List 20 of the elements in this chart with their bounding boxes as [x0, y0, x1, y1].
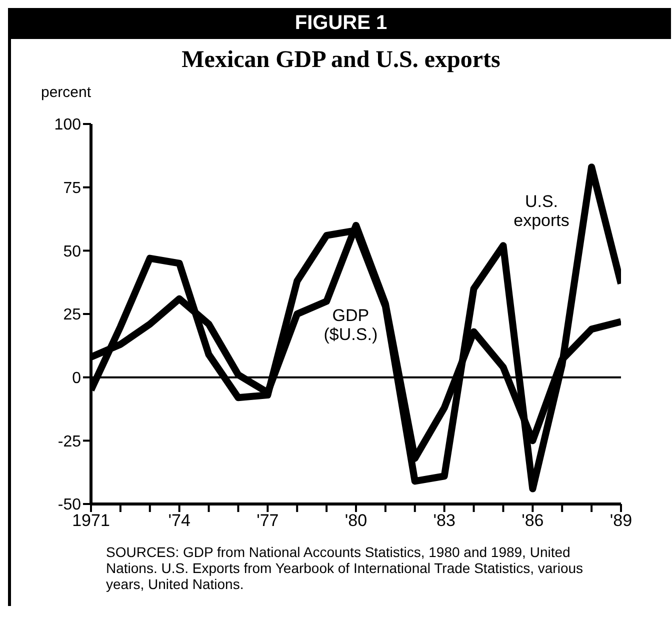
y-tick-label: 0 — [72, 370, 82, 388]
y-tick-label: 25 — [63, 306, 82, 324]
source-note: SOURCES: GDP from National Accounts Statistics, 1980 and 1989, United Nations. U.S. Exports from Yearbook of International Trade Statistics, various years, United Nations. — [106, 544, 584, 592]
x-tick-label: '74 — [168, 511, 190, 530]
x-tick-label: '86 — [522, 511, 544, 530]
series-label: U.S. exports — [512, 192, 570, 230]
chart-subtitle: Mexican GDP and U.S. exports — [180, 47, 502, 74]
y-tick-label: 100 — [54, 116, 82, 134]
y-axis-title: percent — [41, 84, 92, 101]
y-tick-label: -25 — [58, 433, 82, 450]
y-tick-label: 75 — [63, 180, 82, 198]
y-tick-label: 50 — [63, 243, 82, 260]
chart-title: FIGURE 1 — [11, 8, 671, 39]
x-tick-label: '83 — [433, 511, 456, 530]
y-tick-label: -50 — [58, 496, 82, 514]
x-tick-label: 1971 — [72, 511, 110, 530]
x-tick-label: '80 — [344, 511, 368, 530]
x-tick-label: '89 — [610, 511, 632, 530]
x-tick-label: '77 — [256, 511, 279, 530]
series-label: GDP ($U.S.) — [322, 306, 379, 344]
